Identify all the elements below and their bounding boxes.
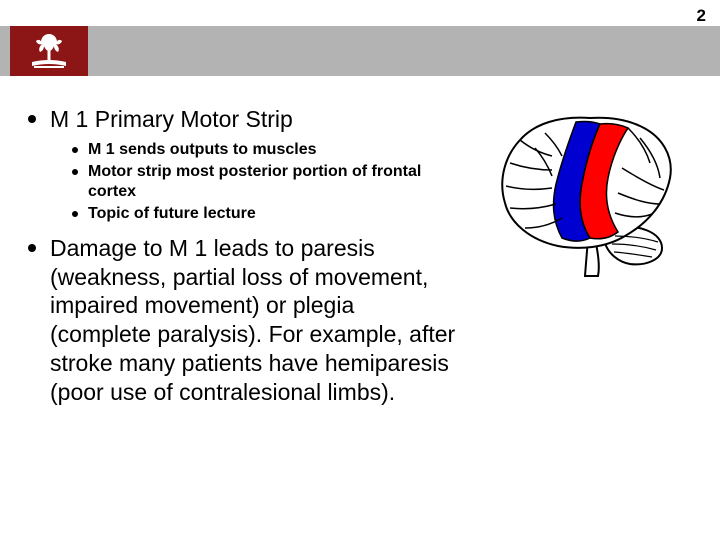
heading-text: M 1 Primary Motor Strip — [50, 105, 293, 134]
brain-diagram — [490, 108, 690, 278]
sub-text: Motor strip most posterior portion of fr… — [88, 162, 458, 202]
palmetto-logo-icon — [24, 30, 74, 72]
sub-list: M 1 sends outputs to muscles Motor strip… — [72, 140, 458, 224]
body-text: Damage to M 1 leads to paresis (weakness… — [50, 234, 458, 407]
bullet-icon — [28, 115, 36, 123]
list-item: Topic of future lecture — [72, 204, 458, 224]
list-item: Damage to M 1 leads to paresis (weakness… — [28, 234, 458, 407]
bullet-icon — [28, 244, 36, 252]
sub-text: M 1 sends outputs to muscles — [88, 140, 316, 160]
page-number: 2 — [697, 6, 706, 26]
list-item: M 1 sends outputs to muscles — [72, 140, 458, 160]
slide-content: M 1 Primary Motor Strip M 1 sends output… — [28, 105, 458, 412]
bullet-icon — [72, 147, 78, 153]
list-item: Motor strip most posterior portion of fr… — [72, 162, 458, 202]
header-band — [0, 26, 720, 76]
institution-logo — [10, 26, 88, 76]
bullet-icon — [72, 169, 78, 175]
list-item: M 1 Primary Motor Strip — [28, 105, 458, 134]
sub-text: Topic of future lecture — [88, 204, 256, 224]
bullet-icon — [72, 211, 78, 217]
